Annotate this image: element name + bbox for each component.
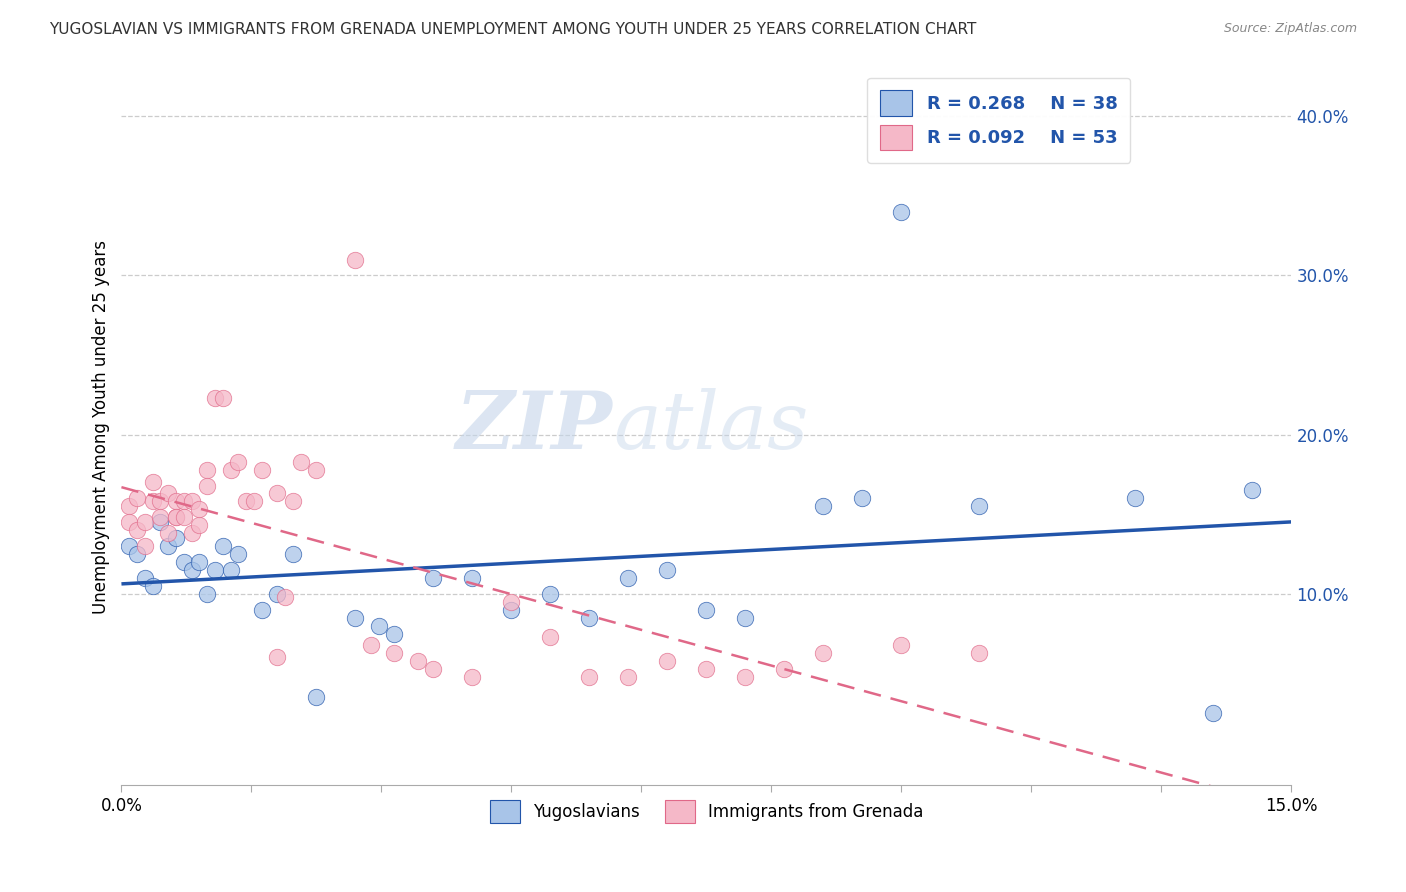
Point: [734, 610, 756, 624]
Point: [695, 662, 717, 676]
Point: [188, 555, 211, 569]
Point: [290, 455, 312, 469]
Point: [173, 510, 195, 524]
Point: [266, 650, 288, 665]
Point: [118, 500, 141, 514]
Legend: Yugoslavians, Immigrants from Grenada: Yugoslavians, Immigrants from Grenada: [482, 793, 929, 830]
Point: [266, 587, 288, 601]
Point: [384, 646, 406, 660]
Text: ZIP: ZIP: [456, 388, 613, 466]
Point: [813, 500, 835, 514]
Point: [266, 486, 288, 500]
Point: [461, 571, 484, 585]
Point: [406, 654, 429, 668]
Point: [219, 462, 242, 476]
Point: [1125, 491, 1147, 506]
Point: [461, 669, 484, 683]
Point: [851, 491, 873, 506]
Point: [142, 494, 165, 508]
Point: [890, 204, 912, 219]
Point: [734, 669, 756, 683]
Point: [180, 563, 202, 577]
Point: [250, 462, 273, 476]
Point: [250, 602, 273, 616]
Point: [657, 654, 679, 668]
Point: [165, 510, 187, 524]
Point: [228, 547, 250, 561]
Point: [157, 526, 180, 541]
Point: [1202, 706, 1225, 720]
Point: [180, 494, 202, 508]
Point: [173, 494, 195, 508]
Point: [211, 391, 233, 405]
Point: [134, 515, 156, 529]
Point: [501, 602, 523, 616]
Point: [204, 563, 226, 577]
Point: [219, 563, 242, 577]
Point: [134, 539, 156, 553]
Point: [274, 590, 297, 604]
Point: [149, 510, 172, 524]
Point: [149, 515, 172, 529]
Point: [188, 502, 211, 516]
Point: [157, 486, 180, 500]
Point: [228, 455, 250, 469]
Point: [134, 571, 156, 585]
Text: Source: ZipAtlas.com: Source: ZipAtlas.com: [1223, 22, 1357, 36]
Point: [195, 587, 218, 601]
Text: atlas: atlas: [613, 388, 808, 466]
Text: YUGOSLAVIAN VS IMMIGRANTS FROM GRENADA UNEMPLOYMENT AMONG YOUTH UNDER 25 YEARS C: YUGOSLAVIAN VS IMMIGRANTS FROM GRENADA U…: [49, 22, 977, 37]
Point: [281, 494, 304, 508]
Point: [281, 547, 304, 561]
Point: [211, 539, 233, 553]
Point: [142, 475, 165, 490]
Point: [813, 646, 835, 660]
Point: [367, 618, 389, 632]
Point: [617, 571, 640, 585]
Point: [173, 555, 195, 569]
Point: [578, 610, 600, 624]
Point: [501, 595, 523, 609]
Point: [538, 587, 561, 601]
Point: [243, 494, 266, 508]
Point: [695, 602, 717, 616]
Point: [1241, 483, 1264, 498]
Point: [344, 610, 367, 624]
Point: [180, 526, 202, 541]
Point: [165, 494, 187, 508]
Point: [773, 662, 796, 676]
Point: [617, 669, 640, 683]
Point: [969, 500, 991, 514]
Point: [657, 563, 679, 577]
Point: [125, 491, 148, 506]
Point: [118, 539, 141, 553]
Point: [305, 462, 328, 476]
Point: [157, 539, 180, 553]
Point: [384, 626, 406, 640]
Point: [422, 571, 444, 585]
Point: [195, 462, 218, 476]
Point: [125, 547, 148, 561]
Point: [422, 662, 444, 676]
Point: [969, 646, 991, 660]
Y-axis label: Unemployment Among Youth under 25 years: Unemployment Among Youth under 25 years: [93, 240, 110, 614]
Point: [195, 478, 218, 492]
Point: [360, 638, 382, 652]
Point: [165, 510, 187, 524]
Point: [188, 518, 211, 533]
Point: [538, 630, 561, 644]
Point: [235, 494, 257, 508]
Point: [149, 494, 172, 508]
Point: [890, 638, 912, 652]
Point: [305, 690, 328, 705]
Point: [204, 391, 226, 405]
Point: [344, 252, 367, 267]
Point: [142, 579, 165, 593]
Point: [125, 523, 148, 537]
Point: [578, 669, 600, 683]
Point: [118, 515, 141, 529]
Point: [165, 531, 187, 545]
